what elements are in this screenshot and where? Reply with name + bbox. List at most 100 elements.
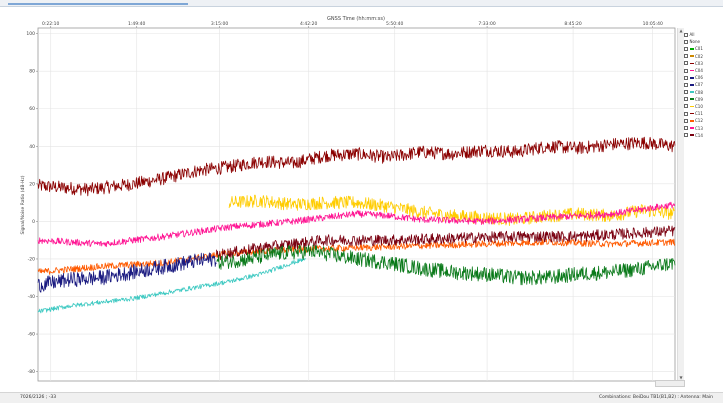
- y-tick-label: 20: [29, 181, 35, 187]
- legend-item[interactable]: C06: [684, 74, 718, 81]
- legend-swatch: [689, 48, 694, 50]
- y-tick-label: -40: [28, 294, 35, 300]
- legend-item[interactable]: All: [684, 31, 718, 38]
- series-line-C11: [37, 136, 676, 197]
- legend-swatch: [689, 91, 694, 93]
- legend-label: C04: [695, 68, 703, 74]
- legend-checkbox[interactable]: [684, 82, 688, 87]
- legend-item[interactable]: C02: [684, 53, 718, 60]
- legend-item[interactable]: C04: [684, 67, 718, 74]
- series-C09: [216, 244, 676, 286]
- series-line-C13: [37, 201, 676, 248]
- legend-swatch: [689, 62, 694, 65]
- status-combinations: Combinations: BeiDou TB1(B1,B2) : Antenn…: [598, 395, 713, 400]
- legend-checkbox[interactable]: [684, 118, 688, 123]
- legend-checkbox[interactable]: [684, 97, 688, 102]
- x-tick-label: 3:15:00: [211, 21, 228, 27]
- y-tick-label: 80: [29, 69, 35, 75]
- series-C13: [37, 201, 676, 248]
- legend-label: C10: [695, 103, 703, 109]
- legend-label: C09: [695, 96, 703, 102]
- series-C11: [37, 136, 676, 197]
- tab-accent: [8, 3, 188, 5]
- legend-swatch: [689, 84, 694, 86]
- legend-checkbox[interactable]: [684, 133, 688, 138]
- series-C08: [37, 257, 306, 314]
- legend-swatch: [689, 76, 694, 79]
- series-C07: [37, 252, 217, 293]
- legend-checkbox[interactable]: [684, 54, 688, 59]
- legend-item[interactable]: C07: [684, 81, 718, 88]
- y-tick-label: 0: [32, 219, 35, 225]
- x-tick-label: 0:22:10: [42, 21, 59, 27]
- legend-label: C13: [695, 125, 703, 131]
- legend-item[interactable]: C09: [684, 96, 718, 103]
- legend-item[interactable]: C12: [684, 117, 718, 124]
- legend-item[interactable]: C03: [684, 60, 718, 67]
- title-strip: [0, 0, 723, 6]
- horizontal-scrollbar[interactable]: [655, 380, 685, 387]
- legend-label: C11: [695, 111, 703, 117]
- y-axis-ticks: 100 80 60 40 20 0 -20 -40 -60 -80: [26, 31, 38, 375]
- legend-checkbox[interactable]: [684, 111, 688, 116]
- legend-item[interactable]: None: [684, 38, 718, 45]
- legend: All None C01 C02 C03 C04 C06 C07 C08 C09 C10 C11 C12…: [684, 31, 718, 139]
- legend-swatch: [689, 69, 694, 72]
- legend-label: None: [689, 39, 700, 45]
- legend-checkbox[interactable]: [684, 68, 688, 73]
- legend-label: C06: [695, 75, 703, 81]
- y-tick-label: 60: [29, 106, 35, 112]
- x-tick-label: 7:33:00: [478, 21, 495, 27]
- legend-label: C08: [695, 89, 703, 95]
- legend-item[interactable]: C01: [684, 45, 718, 52]
- legend-swatch: [689, 98, 694, 101]
- legend-checkbox[interactable]: [684, 126, 688, 131]
- x-tick-label: 5:50:40: [386, 21, 403, 27]
- legend-item[interactable]: C11: [684, 110, 718, 117]
- legend-swatch: [689, 112, 694, 115]
- series-C12: [228, 194, 676, 226]
- legend-swatch: [689, 127, 694, 129]
- series-line-C12: [228, 194, 676, 226]
- legend-checkbox[interactable]: [684, 46, 688, 51]
- legend-checkbox[interactable]: [684, 90, 688, 95]
- status-bar: 7026/2126 ; -33 Combinations: BeiDou TB1…: [0, 392, 723, 403]
- legend-checkbox[interactable]: [684, 61, 688, 66]
- legend-item[interactable]: C08: [684, 89, 718, 96]
- scroll-down-icon[interactable]: ▼: [679, 375, 683, 380]
- legend-item[interactable]: C13: [684, 124, 718, 131]
- series-line-C16: [216, 225, 676, 261]
- series-C16: [216, 225, 676, 261]
- x-tick-label: 1:49:40: [128, 21, 145, 27]
- vertical-scrollbar[interactable]: ▲ ▼: [677, 28, 684, 381]
- y-tick-label: -60: [28, 332, 35, 338]
- snr-chart: 100 80 60 40 20 0 -20 -40 -60 -80 0:22:10 1:49:40 3…: [20, 16, 676, 382]
- legend-label: C14: [695, 132, 703, 138]
- legend-checkbox[interactable]: [684, 39, 688, 44]
- series-layer: [37, 136, 676, 314]
- legend-item[interactable]: C14: [684, 132, 718, 139]
- legend-label: C03: [695, 60, 703, 66]
- legend-swatch: [689, 134, 694, 137]
- legend-label: C12: [695, 118, 703, 124]
- legend-swatch: [689, 120, 694, 122]
- legend-checkbox[interactable]: [684, 75, 688, 80]
- series-line-C07: [37, 252, 217, 293]
- y-tick-label: -20: [28, 256, 35, 262]
- legend-label: C07: [695, 82, 703, 88]
- x-tick-label: 4:42:20: [300, 21, 317, 27]
- legend-swatch: [689, 105, 694, 108]
- y-tick-label: -80: [28, 369, 35, 375]
- x-tick-label: 8:45:20: [564, 21, 581, 27]
- scroll-up-icon[interactable]: ▲: [679, 28, 683, 33]
- legend-item[interactable]: C10: [684, 103, 718, 110]
- x-axis-title: GNSS Time (hh:mm:ss): [327, 16, 385, 22]
- x-axis-ticks: 0:22:10 1:49:40 3:15:00 4:42:20 5:50:40 7:33:…: [42, 21, 663, 28]
- x-tick-label: 10:05:40: [643, 21, 663, 27]
- legend-label: C02: [695, 53, 703, 59]
- series-line-C08: [37, 257, 306, 314]
- y-tick-label: 40: [29, 144, 35, 150]
- legend-checkbox[interactable]: [684, 32, 688, 37]
- grid-lines: [38, 28, 675, 381]
- legend-checkbox[interactable]: [684, 104, 688, 109]
